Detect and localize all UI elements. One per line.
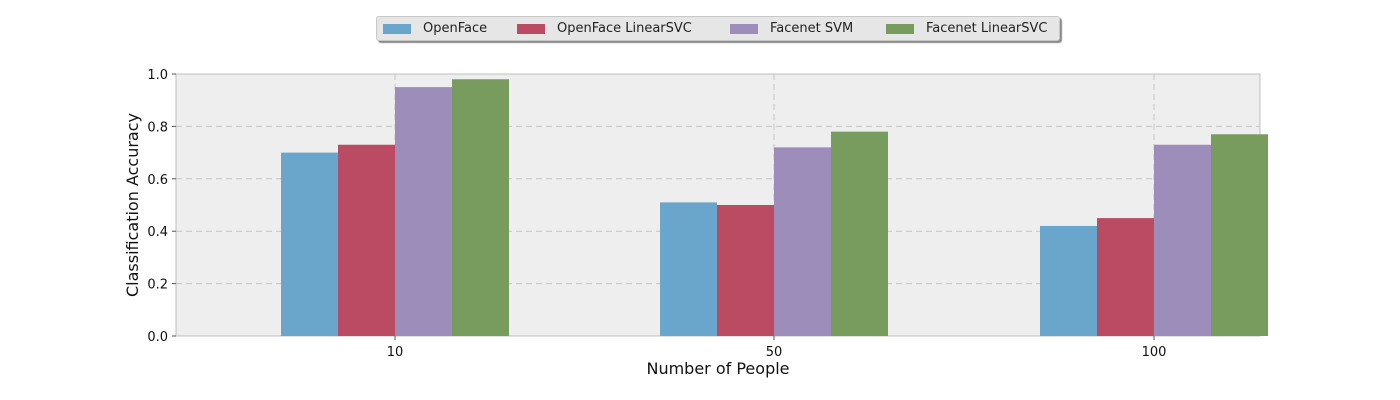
y-axis-ticks: 0.0 0.2 0.4 0.6 0.8 1.0: [147, 68, 176, 345]
bar: [717, 205, 774, 336]
legend-item-openface: OpenFace: [383, 21, 517, 36]
y-tick-label: 0.4: [147, 225, 168, 240]
legend-label-facenet-svm: Facenet SVM: [770, 21, 854, 36]
legend-label-openface: OpenFace: [423, 21, 488, 36]
bar: [338, 144, 395, 336]
bar: [281, 152, 338, 336]
bar: [660, 202, 717, 336]
legend-swatch-openface: [383, 23, 411, 34]
y-tick-label: 0.6: [147, 173, 168, 188]
y-tick-label: 0.2: [147, 278, 168, 293]
y-axis-label: Classification Accuracy: [123, 113, 142, 297]
y-tick-label: 0.8: [147, 120, 168, 135]
x-axis-label: Number of People: [646, 359, 789, 378]
legend-swatch-openface-linearsvc: [517, 23, 545, 34]
bar: [1211, 134, 1268, 336]
legend-label-openface-linearsvc: OpenFace LinearSVC: [557, 21, 692, 36]
y-tick-label: 1.0: [147, 68, 168, 83]
x-tick-label: 50: [766, 345, 783, 360]
x-axis-ticks: 10 50 100: [387, 336, 1167, 360]
y-tick-label: 0.0: [147, 330, 168, 345]
legend-item-facenet-linearsvc: Facenet LinearSVC: [886, 21, 1048, 36]
legend-swatch-facenet-linearsvc: [886, 23, 914, 34]
legend: OpenFace OpenFace LinearSVC Facenet SVM …: [376, 16, 1060, 41]
bar: [452, 79, 509, 337]
bar: [774, 147, 831, 336]
legend-item-facenet-svm: Facenet SVM: [730, 21, 886, 36]
bar: [831, 131, 888, 336]
legend-label-facenet-linearsvc: Facenet LinearSVC: [926, 21, 1048, 36]
bar: [1040, 225, 1097, 336]
bars-group: [281, 79, 1268, 337]
bar: [1154, 144, 1211, 336]
legend-item-openface-linearsvc: OpenFace LinearSVC: [517, 21, 730, 36]
bar: [395, 87, 452, 336]
legend-swatch-facenet-svm: [730, 23, 758, 34]
x-tick-label: 10: [387, 345, 404, 360]
bar: [1097, 218, 1154, 336]
x-tick-label: 100: [1142, 345, 1167, 360]
